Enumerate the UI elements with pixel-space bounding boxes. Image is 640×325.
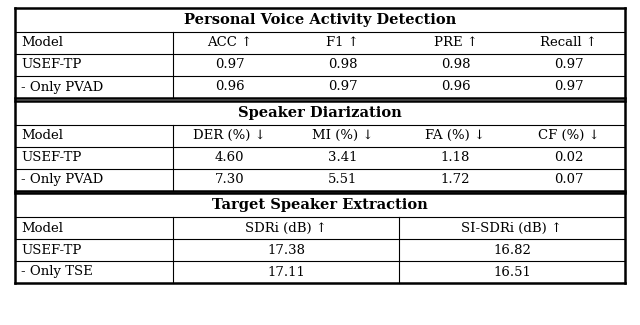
Text: ACC ↑: ACC ↑	[207, 36, 252, 49]
Text: 0.96: 0.96	[214, 81, 244, 94]
Text: Model: Model	[21, 222, 63, 235]
Text: - Only PVAD: - Only PVAD	[21, 81, 103, 94]
Text: 5.51: 5.51	[328, 173, 357, 186]
Text: 0.98: 0.98	[441, 58, 470, 72]
Text: DER (%) ↓: DER (%) ↓	[193, 129, 266, 142]
Text: 1.72: 1.72	[441, 173, 470, 186]
Text: 0.97: 0.97	[328, 81, 357, 94]
Text: Speaker Diarization: Speaker Diarization	[238, 106, 402, 120]
Text: 17.38: 17.38	[267, 243, 305, 256]
Text: 0.02: 0.02	[554, 151, 583, 164]
Text: CF (%) ↓: CF (%) ↓	[538, 129, 600, 142]
Text: 17.11: 17.11	[267, 266, 305, 279]
Text: SI-SDRi (dB) ↑: SI-SDRi (dB) ↑	[461, 222, 563, 235]
Text: Model: Model	[21, 129, 63, 142]
Text: - Only PVAD: - Only PVAD	[21, 173, 103, 186]
Text: 0.98: 0.98	[328, 58, 357, 72]
Text: 3.41: 3.41	[328, 151, 357, 164]
Text: Model: Model	[21, 36, 63, 49]
Text: 0.07: 0.07	[554, 173, 583, 186]
Text: Recall ↑: Recall ↑	[540, 36, 597, 49]
Text: Target Speaker Extraction: Target Speaker Extraction	[212, 198, 428, 212]
Text: PRE ↑: PRE ↑	[433, 36, 477, 49]
Text: 7.30: 7.30	[214, 173, 244, 186]
Text: 16.82: 16.82	[493, 243, 531, 256]
Text: Personal Voice Activity Detection: Personal Voice Activity Detection	[184, 13, 456, 27]
Text: USEF-TP: USEF-TP	[21, 243, 81, 256]
Text: SDRi (dB) ↑: SDRi (dB) ↑	[245, 222, 327, 235]
Text: 16.51: 16.51	[493, 266, 531, 279]
Text: 1.18: 1.18	[441, 151, 470, 164]
Text: USEF-TP: USEF-TP	[21, 151, 81, 164]
Text: 0.96: 0.96	[441, 81, 470, 94]
Text: FA (%) ↓: FA (%) ↓	[426, 129, 486, 142]
Text: 0.97: 0.97	[554, 81, 583, 94]
Text: 0.97: 0.97	[554, 58, 583, 72]
Text: F1 ↑: F1 ↑	[326, 36, 359, 49]
Text: - Only TSE: - Only TSE	[21, 266, 93, 279]
Text: MI (%) ↓: MI (%) ↓	[312, 129, 373, 142]
Text: 0.97: 0.97	[214, 58, 244, 72]
Text: USEF-TP: USEF-TP	[21, 58, 81, 72]
Text: 4.60: 4.60	[215, 151, 244, 164]
